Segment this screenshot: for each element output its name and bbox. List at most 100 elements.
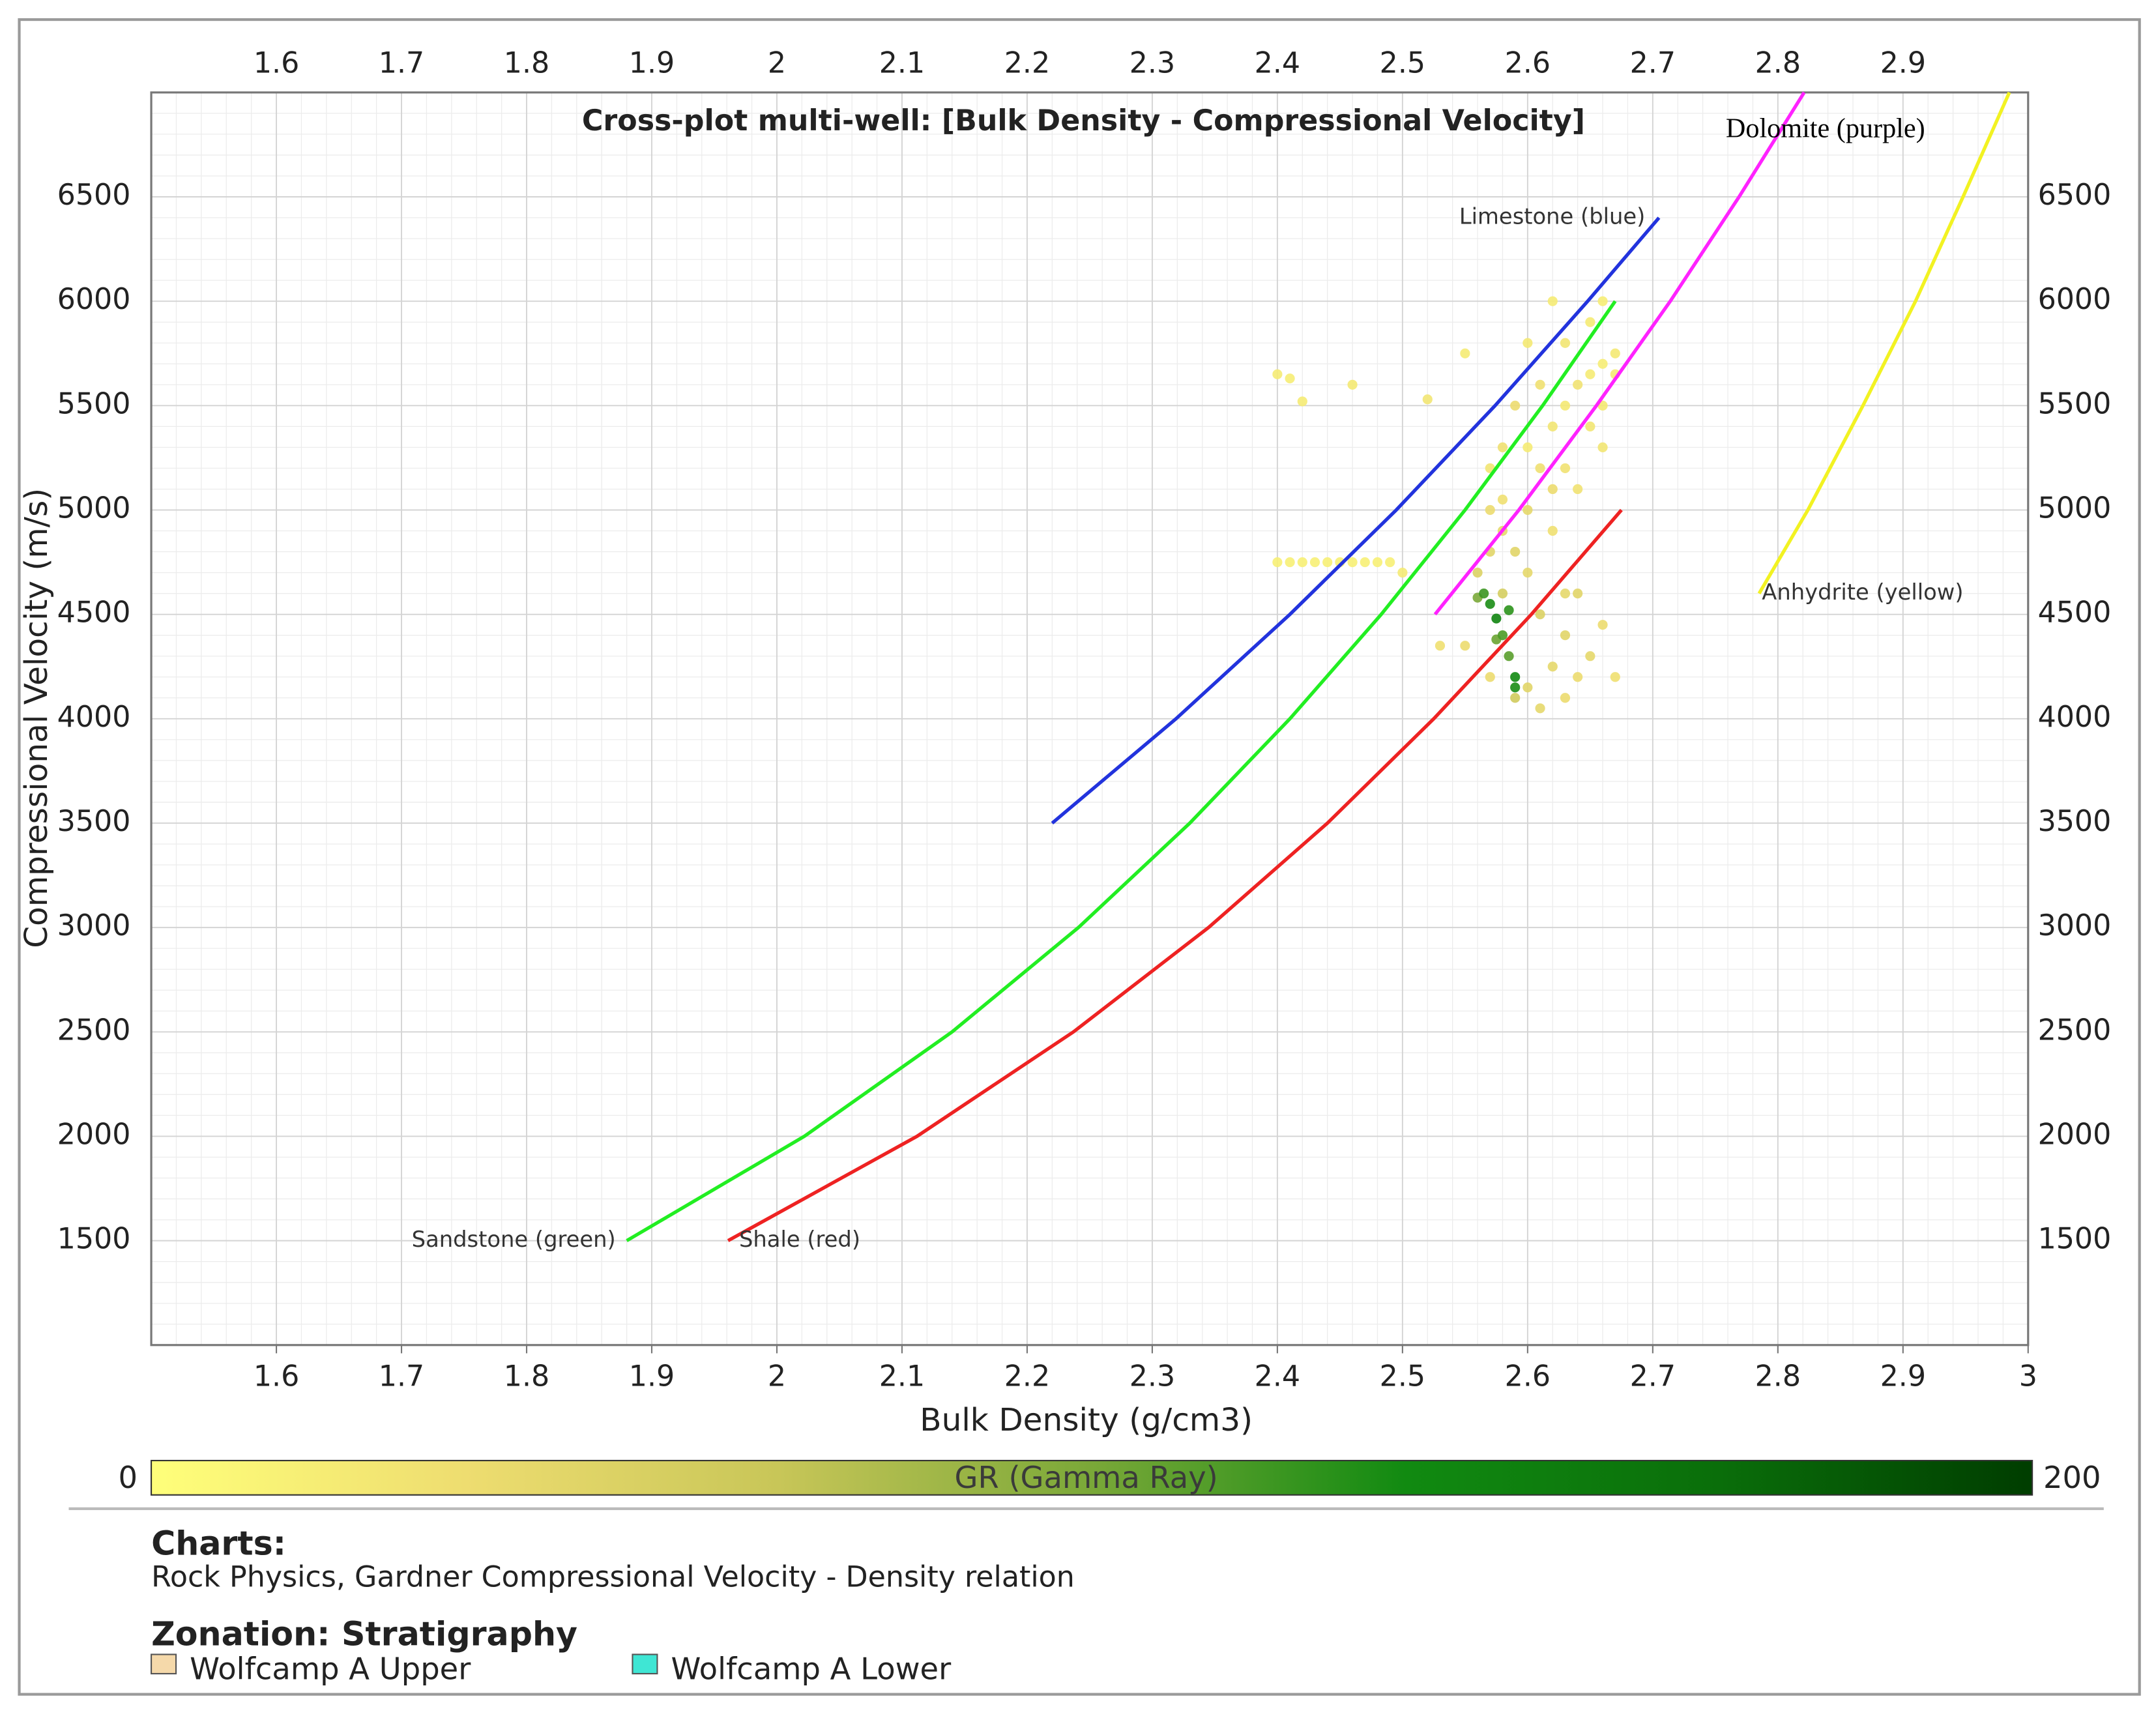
- y2-tick-label: 3500: [2038, 805, 2112, 838]
- scatter-point: [1547, 662, 1558, 672]
- y2-tick-label: 3000: [2038, 909, 2112, 942]
- x2-tick-label: 1.8: [504, 47, 549, 80]
- curve-label: Limestone (blue): [1459, 204, 1645, 229]
- curve-label: Anhydrite (yellow): [1762, 579, 1963, 605]
- scatter-point: [1597, 620, 1608, 630]
- y-tick-label: 3500: [57, 805, 131, 838]
- x2-tick-label: 1.7: [379, 47, 424, 80]
- x-tick-label: 2.2: [1004, 1360, 1050, 1393]
- scatter-point: [1347, 379, 1358, 390]
- scatter-point: [1491, 613, 1502, 624]
- scatter-point: [1585, 369, 1595, 379]
- grid: [151, 92, 2029, 1346]
- y-tick-label: 4000: [57, 701, 131, 734]
- y2-tick-label: 5000: [2038, 491, 2112, 525]
- zonation-title: Zonation: Stratigraphy: [151, 1615, 577, 1653]
- scatter-point: [1597, 358, 1608, 369]
- y-tick-label: 5500: [57, 387, 131, 420]
- y2-tick-label: 2500: [2038, 1013, 2112, 1047]
- scatter-point: [1560, 589, 1571, 599]
- x-tick-label: 2.1: [879, 1360, 925, 1393]
- scatter-point: [1510, 546, 1521, 557]
- x2-tick-label: 2.5: [1380, 47, 1425, 80]
- y-tick-label: 6000: [57, 283, 131, 316]
- scatter-point: [1510, 682, 1521, 693]
- scatter-point: [1285, 373, 1295, 384]
- scatter-point: [1560, 463, 1571, 474]
- scatter-point: [1272, 369, 1283, 379]
- scatter-point: [1322, 557, 1333, 568]
- scatter-point: [1479, 589, 1489, 599]
- x2-tick-label: 1.6: [254, 47, 299, 80]
- curve: [626, 300, 1617, 1242]
- x-axis-label: Bulk Density (g/cm3): [920, 1402, 1253, 1438]
- charts-title: Charts:: [151, 1524, 286, 1562]
- scatter-point: [1535, 463, 1545, 474]
- scatter-point: [1522, 567, 1533, 578]
- scatter-point: [1504, 651, 1514, 662]
- scatter-point: [1610, 672, 1620, 682]
- y-tick-label: 2500: [57, 1013, 131, 1047]
- x2-tick-label: 2.2: [1004, 47, 1050, 80]
- scatter-point: [1573, 379, 1583, 390]
- scatter-point: [1397, 567, 1408, 578]
- scatter-point: [1547, 421, 1558, 431]
- scatter-point: [1573, 589, 1583, 599]
- x-tick-label: 2.3: [1129, 1360, 1175, 1393]
- scatter-point: [1560, 693, 1571, 703]
- scatter-point: [1535, 609, 1545, 620]
- x2-tick-label: 2.8: [1755, 47, 1801, 80]
- scatter-point: [1297, 396, 1307, 407]
- scatter-point: [1360, 557, 1370, 568]
- scatter-point: [1422, 394, 1433, 405]
- x-tick-label: 1.8: [504, 1360, 549, 1393]
- y-tick-label: 5000: [57, 491, 131, 525]
- x-tick-label: 3: [2019, 1360, 2037, 1393]
- scatter-point: [1560, 630, 1571, 641]
- scatter-point: [1560, 400, 1571, 411]
- scatter-point: [1297, 557, 1307, 568]
- scatter-point: [1585, 317, 1595, 327]
- y2-tick-label: 6500: [2038, 179, 2112, 212]
- y-tick-label: 1500: [57, 1223, 131, 1256]
- x2-tick-label: 2.1: [879, 47, 925, 80]
- x2-tick-label: 2.9: [1880, 47, 1926, 80]
- scatter-point: [1285, 557, 1295, 568]
- scatter-point: [1372, 557, 1383, 568]
- curve: [1757, 91, 2011, 594]
- colorbar-min: 0: [118, 1460, 138, 1495]
- scatter-point: [1472, 567, 1483, 578]
- scatter-point: [1385, 557, 1395, 568]
- y-tick-label: 4500: [57, 596, 131, 630]
- curve: [727, 508, 1623, 1242]
- colorbar-label: GR (Gamma Ray): [955, 1460, 1218, 1495]
- scatter-point: [1510, 693, 1521, 703]
- x-tick-label: 2.7: [1630, 1360, 1676, 1393]
- curve-label: Dolomite (purple): [1726, 113, 1925, 144]
- scatter-point: [1309, 557, 1320, 568]
- y2-tick-label: 1500: [2038, 1223, 2112, 1256]
- scatter-point: [1522, 682, 1533, 693]
- colorbar-max: 200: [2043, 1460, 2101, 1495]
- scatter-point: [1497, 630, 1508, 641]
- scatter-point: [1510, 672, 1521, 682]
- scatter-point: [1597, 442, 1608, 452]
- scatter-point: [1435, 641, 1446, 651]
- legend-label: Wolfcamp A Upper: [190, 1651, 471, 1686]
- curve-label: Shale (red): [739, 1227, 860, 1252]
- chart-title: Cross-plot multi-well: [Bulk Density - C…: [582, 104, 1585, 138]
- y2-tick-label: 4000: [2038, 701, 2112, 734]
- y-tick-label: 6500: [57, 179, 131, 212]
- colorbar: [151, 1459, 2033, 1496]
- legend-label: Wolfcamp A Lower: [671, 1651, 952, 1686]
- charts-text: Rock Physics, Gardner Compressional Velo…: [151, 1560, 1075, 1594]
- x2-tick-label: 2.4: [1255, 47, 1300, 80]
- scatter-point: [1547, 525, 1558, 536]
- curve: [1433, 91, 1806, 616]
- plot: Sandstone (green) Shale (red) Limestone (b…: [275, 91, 2029, 1354]
- zonation-legend: Wolfcamp A Upper Wolfcamp A Lower: [151, 1651, 952, 1686]
- scatter-point: [1535, 379, 1545, 390]
- scatter-point: [1610, 348, 1620, 358]
- scatter-point: [1522, 504, 1533, 516]
